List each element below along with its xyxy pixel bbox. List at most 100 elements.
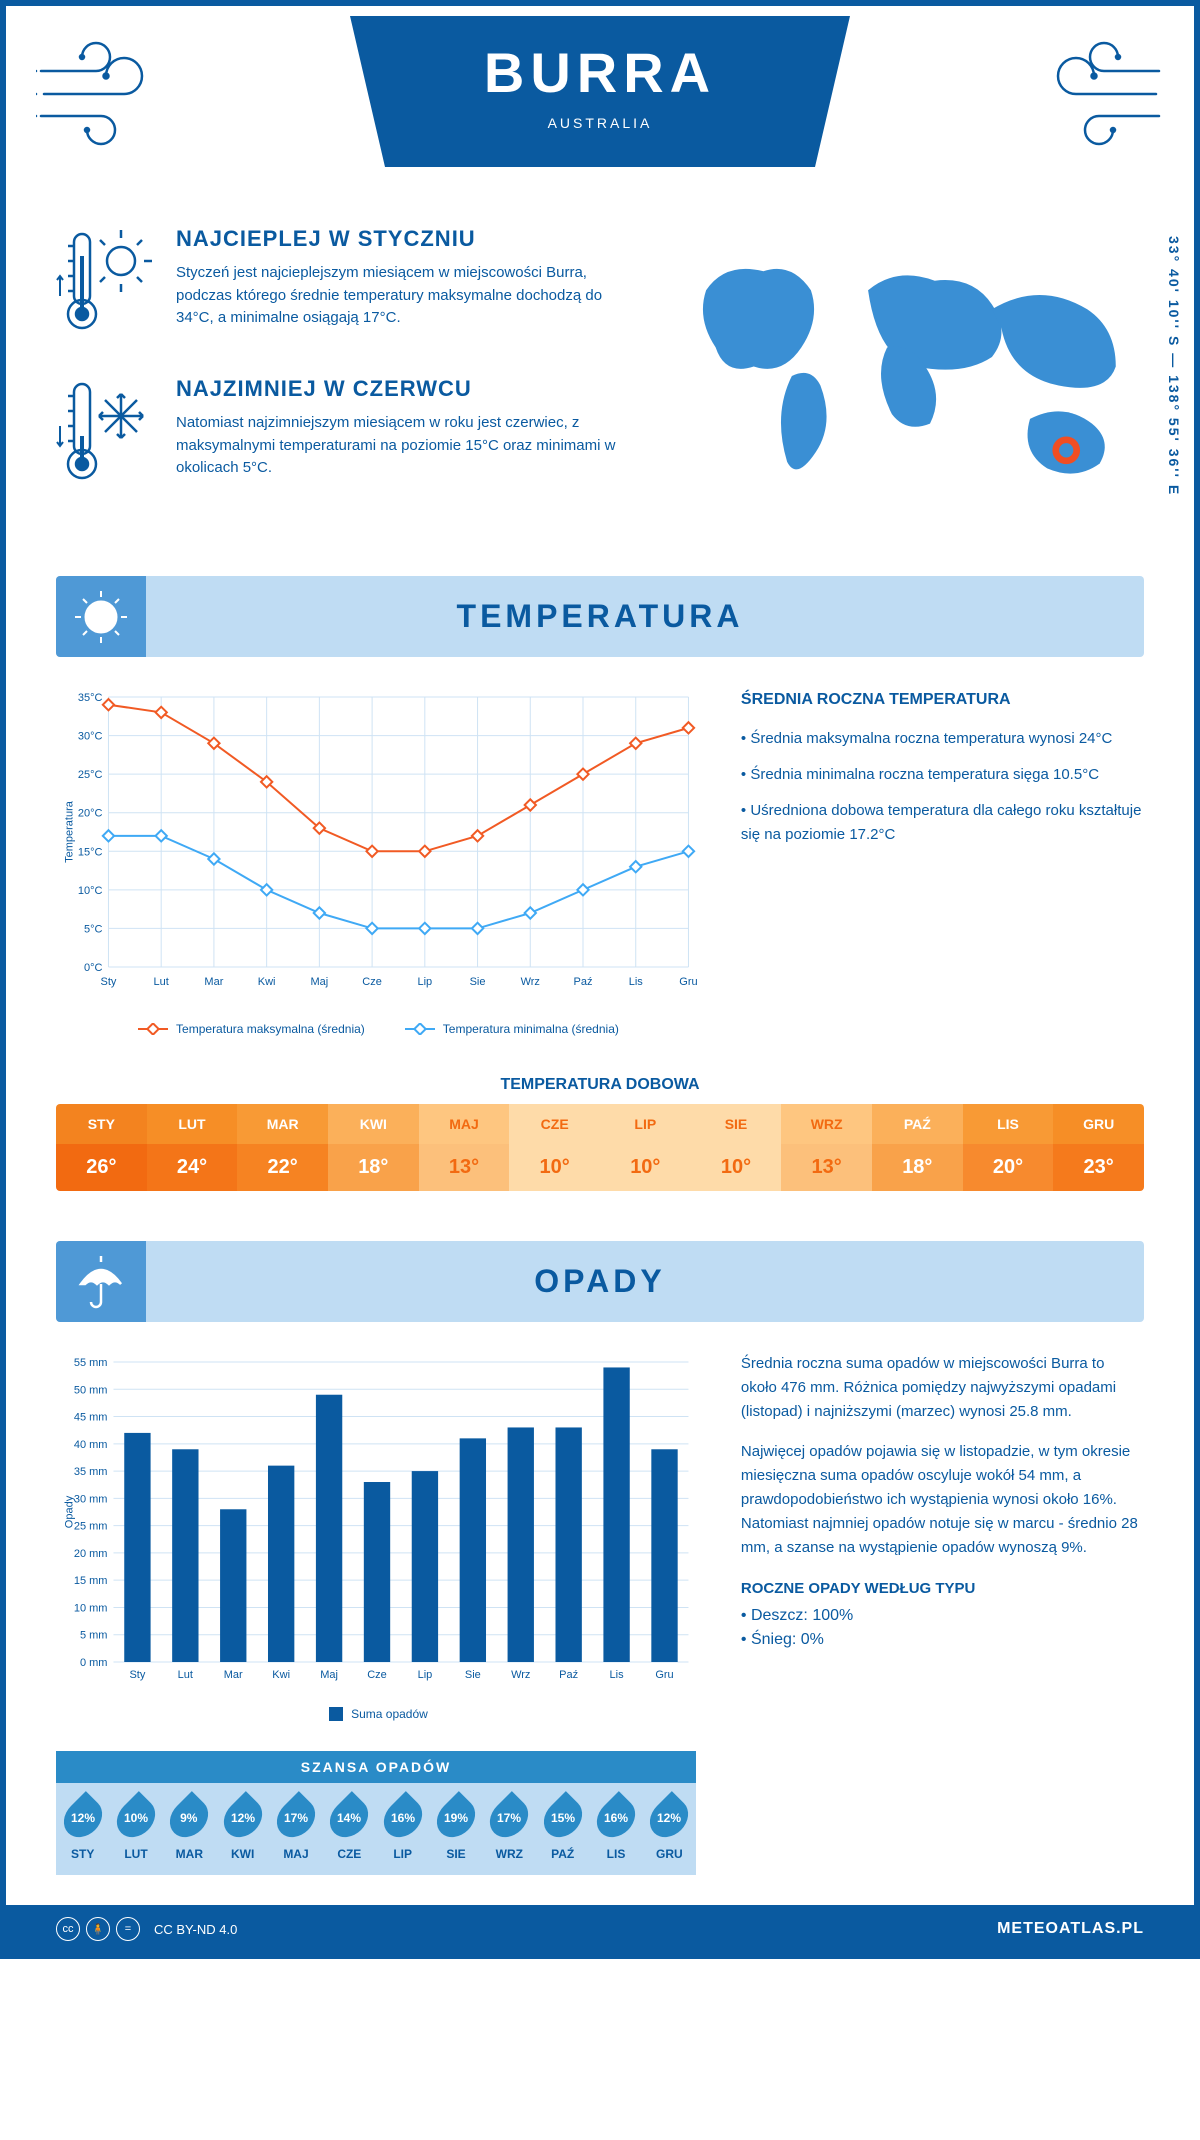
svg-text:Lis: Lis bbox=[610, 1669, 625, 1681]
svg-text:35°C: 35°C bbox=[78, 692, 103, 704]
daily-temp-value: 18° bbox=[328, 1144, 419, 1191]
warmest-title: NAJCIEPLEJ W STYCZNIU bbox=[176, 226, 628, 252]
warmest-block: NAJCIEPLEJ W STYCZNIU Styczeń jest najci… bbox=[56, 226, 628, 346]
svg-text:Temperatura: Temperatura bbox=[63, 800, 75, 863]
svg-text:Lip: Lip bbox=[418, 1669, 433, 1681]
daily-temp-value: 10° bbox=[691, 1144, 782, 1191]
rain-type-item: • Śnieg: 0% bbox=[741, 1631, 1144, 1649]
header: BURRA AUSTRALIA bbox=[6, 6, 1194, 206]
world-map-icon bbox=[668, 236, 1144, 516]
svg-text:25 mm: 25 mm bbox=[74, 1521, 108, 1533]
svg-text:Maj: Maj bbox=[311, 976, 329, 988]
wind-icon bbox=[36, 36, 176, 156]
daily-temp-value: 18° bbox=[872, 1144, 963, 1191]
rain-chance-drop: 12%STY bbox=[56, 1797, 109, 1861]
svg-text:Mar: Mar bbox=[224, 1669, 243, 1681]
svg-text:Paź: Paź bbox=[559, 1669, 578, 1681]
coldest-title: NAJZIMNIEJ W CZERWCU bbox=[176, 376, 628, 402]
rain-chance-panel: SZANSA OPADÓW 12%STY10%LUT9%MAR12%KWI17%… bbox=[56, 1751, 696, 1875]
rain-chance-drop: 15%PAŹ bbox=[536, 1797, 589, 1861]
header-banner: BURRA AUSTRALIA bbox=[350, 16, 850, 167]
rain-chance-drop: 17%MAJ bbox=[269, 1797, 322, 1861]
svg-text:20°C: 20°C bbox=[78, 808, 103, 820]
daily-temp-header: WRZ bbox=[781, 1104, 872, 1144]
rain-chance-drop: 16%LIP bbox=[376, 1797, 429, 1861]
temperature-banner: TEMPERATURA bbox=[56, 576, 1144, 657]
svg-text:Wrz: Wrz bbox=[511, 1669, 530, 1681]
rainfall-bar-chart: 0 mm5 mm10 mm15 mm20 mm25 mm30 mm35 mm40… bbox=[56, 1352, 701, 1692]
svg-text:Lut: Lut bbox=[178, 1669, 193, 1681]
svg-text:45 mm: 45 mm bbox=[74, 1412, 108, 1424]
svg-text:0°C: 0°C bbox=[84, 962, 103, 974]
warmest-text: Styczeń jest najcieplejszym miesiącem w … bbox=[176, 262, 628, 330]
daily-temp-value: 26° bbox=[56, 1144, 147, 1191]
svg-text:Sty: Sty bbox=[101, 976, 117, 988]
svg-text:10°C: 10°C bbox=[78, 885, 103, 897]
daily-temp-header: LIS bbox=[963, 1104, 1054, 1144]
rain-chance-drop: 10%LUT bbox=[109, 1797, 162, 1861]
daily-temp-value: 13° bbox=[419, 1144, 510, 1191]
rain-chance-drop: 17%WRZ bbox=[483, 1797, 536, 1861]
svg-text:Cze: Cze bbox=[362, 976, 382, 988]
footer: cc 🧍 = CC BY-ND 4.0 METEOATLAS.PL bbox=[6, 1905, 1194, 1953]
svg-text:Mar: Mar bbox=[204, 976, 223, 988]
svg-text:Gru: Gru bbox=[679, 976, 697, 988]
cc-icon: cc bbox=[56, 1917, 80, 1941]
site-name: METEOATLAS.PL bbox=[997, 1920, 1144, 1938]
svg-text:Sie: Sie bbox=[465, 1669, 481, 1681]
daily-temp-table: STYLUTMARKWIMAJCZELIPSIEWRZPAŹLISGRU26°2… bbox=[56, 1104, 1144, 1191]
rain-legend-label: Suma opadów bbox=[351, 1707, 428, 1721]
legend-item: Temperatura minimalna (średnia) bbox=[405, 1022, 619, 1036]
daily-temp-value: 22° bbox=[237, 1144, 328, 1191]
rain-chance-drop: 12%KWI bbox=[216, 1797, 269, 1861]
daily-temp-value: 24° bbox=[147, 1144, 238, 1191]
country-name: AUSTRALIA bbox=[370, 115, 830, 131]
daily-temp-header: MAJ bbox=[419, 1104, 510, 1144]
svg-text:Kwi: Kwi bbox=[272, 1669, 290, 1681]
thermometer-sun-icon bbox=[56, 226, 156, 346]
daily-temp-value: 10° bbox=[509, 1144, 600, 1191]
svg-text:15°C: 15°C bbox=[78, 846, 103, 858]
rain-chance-drop: 9%MAR bbox=[163, 1797, 216, 1861]
annual-temp-bullet: Średnia maksymalna roczna temperatura wy… bbox=[741, 727, 1144, 751]
license-text: CC BY-ND 4.0 bbox=[154, 1922, 237, 1937]
svg-text:Cze: Cze bbox=[367, 1669, 387, 1681]
svg-text:25°C: 25°C bbox=[78, 769, 103, 781]
daily-temp-title: TEMPERATURA DOBOWA bbox=[6, 1076, 1194, 1094]
annual-temp-bullets: Średnia maksymalna roczna temperatura wy… bbox=[741, 727, 1144, 847]
umbrella-icon bbox=[71, 1252, 131, 1312]
sun-icon bbox=[71, 587, 131, 647]
svg-text:35 mm: 35 mm bbox=[74, 1466, 108, 1478]
rain-chance-drop: 19%SIE bbox=[429, 1797, 482, 1861]
rain-chance-drop: 12%GRU bbox=[643, 1797, 696, 1861]
rain-by-type-title: ROCZNE OPADY WEDŁUG TYPU bbox=[741, 1580, 1144, 1597]
rain-chance-drop: 16%LIS bbox=[589, 1797, 642, 1861]
rain-legend: Suma opadów bbox=[56, 1707, 701, 1721]
legend-item: Temperatura maksymalna (średnia) bbox=[138, 1022, 365, 1036]
svg-text:30°C: 30°C bbox=[78, 731, 103, 743]
city-name: BURRA bbox=[370, 40, 830, 105]
annual-temp-title: ŚREDNIA ROCZNA TEMPERATURA bbox=[741, 687, 1144, 713]
temperature-legend: Temperatura maksymalna (średnia) Temperat… bbox=[56, 1022, 701, 1036]
daily-temp-value: 20° bbox=[963, 1144, 1054, 1191]
daily-temp-header: SIE bbox=[691, 1104, 782, 1144]
svg-text:55 mm: 55 mm bbox=[74, 1357, 108, 1369]
daily-temp-header: KWI bbox=[328, 1104, 419, 1144]
page: BURRA AUSTRALIA 33° 40' 10'' S — 138° 55… bbox=[0, 0, 1200, 1959]
daily-temp-header: LIP bbox=[600, 1104, 691, 1144]
svg-text:20 mm: 20 mm bbox=[74, 1548, 108, 1560]
daily-temp-header: GRU bbox=[1053, 1104, 1144, 1144]
rain-banner: OPADY bbox=[56, 1241, 1144, 1322]
rain-type-item: • Deszcz: 100% bbox=[741, 1607, 1144, 1625]
daily-temp-header: STY bbox=[56, 1104, 147, 1144]
rain-title: OPADY bbox=[56, 1263, 1144, 1300]
temperature-title: TEMPERATURA bbox=[56, 598, 1144, 635]
svg-text:Opady: Opady bbox=[63, 1495, 75, 1528]
wind-icon bbox=[1024, 36, 1164, 156]
svg-text:Kwi: Kwi bbox=[258, 976, 276, 988]
svg-text:0 mm: 0 mm bbox=[80, 1657, 108, 1669]
svg-text:10 mm: 10 mm bbox=[74, 1602, 108, 1614]
rain-text-1: Średnia roczna suma opadów w miejscowośc… bbox=[741, 1352, 1144, 1424]
svg-text:Maj: Maj bbox=[320, 1669, 338, 1681]
svg-text:Lut: Lut bbox=[154, 976, 169, 988]
